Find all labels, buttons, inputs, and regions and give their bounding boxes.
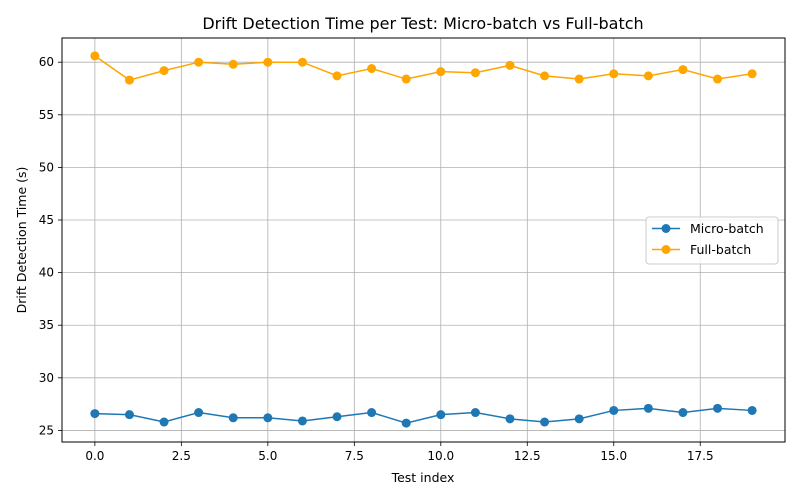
data-point-micro-batch (574, 414, 584, 424)
data-point-micro-batch (713, 403, 723, 413)
data-point-micro-batch (540, 417, 550, 427)
data-point-micro-batch (436, 410, 446, 420)
y-tick-label: 35 (39, 318, 54, 332)
data-point-full-batch (436, 67, 446, 77)
x-axis-label: Test index (391, 470, 455, 485)
data-point-full-batch (401, 74, 411, 84)
data-point-micro-batch (609, 405, 619, 415)
data-point-full-batch (332, 71, 342, 81)
series-layer (90, 51, 757, 428)
data-point-full-batch (643, 71, 653, 81)
data-point-full-batch (505, 60, 515, 70)
data-point-full-batch (574, 74, 584, 84)
y-tick-label: 60 (39, 55, 54, 69)
x-tick-label: 5.0 (258, 449, 277, 463)
series-line-full-batch (94, 55, 753, 81)
data-point-full-batch (678, 65, 688, 75)
data-point-micro-batch (367, 408, 377, 418)
data-point-full-batch (297, 57, 307, 67)
chart-title: Drift Detection Time per Test: Micro-bat… (202, 14, 643, 33)
data-point-micro-batch (505, 414, 515, 424)
data-point-micro-batch (159, 417, 169, 427)
data-point-micro-batch (747, 405, 757, 415)
data-point-full-batch (263, 57, 273, 67)
x-tick-label: 12.5 (514, 449, 541, 463)
y-axis-label: Drift Detection Time (s) (14, 167, 29, 314)
legend-marker-micro-batch (661, 224, 671, 233)
data-point-full-batch (90, 51, 100, 61)
data-point-full-batch (228, 59, 238, 69)
series-line-micro-batch (94, 407, 753, 424)
data-point-micro-batch (124, 410, 134, 420)
y-axis-ticks: 25 30 35 40 45 50 55 60 (39, 55, 62, 437)
data-point-micro-batch (470, 408, 480, 418)
y-tick-label: 55 (39, 108, 54, 122)
x-axis-ticks: 0.0 2.5 5.0 7.5 10.0 12.5 15.0 17.5 (85, 442, 714, 463)
y-tick-label: 40 (39, 266, 54, 280)
data-point-full-batch (747, 69, 757, 79)
y-tick-label: 30 (39, 371, 54, 385)
data-point-full-batch (367, 64, 377, 74)
legend: Micro-batch Full-batch (645, 216, 779, 265)
x-tick-label: 2.5 (172, 449, 191, 463)
data-point-full-batch (713, 74, 723, 84)
data-point-full-batch (159, 66, 169, 76)
data-point-micro-batch (643, 403, 653, 413)
data-point-micro-batch (90, 409, 100, 419)
legend-label-micro-batch: Micro-batch (690, 221, 764, 236)
data-point-full-batch (609, 69, 619, 79)
legend-marker-full-batch (661, 245, 671, 254)
legend-label-full-batch: Full-batch (690, 242, 751, 257)
data-point-full-batch (194, 57, 204, 67)
x-tick-label: 7.5 (345, 449, 364, 463)
data-point-micro-batch (678, 408, 688, 418)
data-point-micro-batch (332, 412, 342, 422)
data-point-full-batch (124, 75, 134, 85)
data-point-micro-batch (263, 413, 273, 423)
x-tick-label: 10.0 (427, 449, 454, 463)
data-point-full-batch (540, 71, 550, 81)
data-point-micro-batch (228, 413, 238, 423)
x-tick-label: 17.5 (687, 449, 714, 463)
plot-area-frame (61, 37, 786, 443)
data-point-micro-batch (401, 418, 411, 428)
x-tick-label: 15.0 (600, 449, 627, 463)
data-point-micro-batch (194, 408, 204, 418)
y-tick-label: 45 (39, 213, 54, 227)
data-point-micro-batch (297, 416, 307, 426)
x-tick-label: 0.0 (85, 449, 104, 463)
y-tick-label: 25 (39, 423, 54, 437)
y-tick-label: 50 (39, 160, 54, 174)
data-point-full-batch (470, 68, 480, 78)
